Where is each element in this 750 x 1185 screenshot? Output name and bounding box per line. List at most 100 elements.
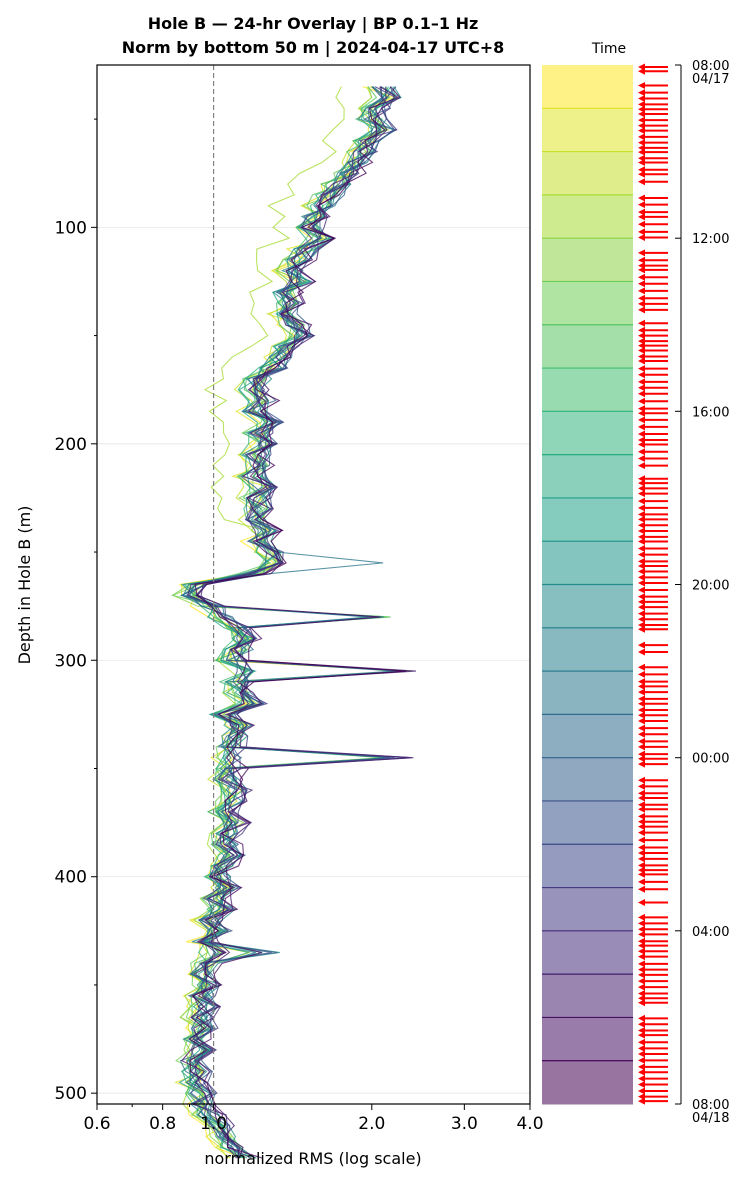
colorbar-band: [542, 108, 633, 153]
time-arrow-head: [638, 960, 645, 968]
time-arrow-head: [638, 454, 645, 462]
time-arrow-head: [638, 625, 645, 633]
time-arrows: [638, 63, 668, 1105]
time-arrow-head: [638, 208, 645, 216]
time-arrow-head: [638, 1020, 645, 1028]
colorbar-label: Time: [591, 41, 626, 57]
time-arrow-head: [638, 436, 645, 444]
time-arrow-head: [638, 641, 645, 649]
x-tick-label: 0.8: [149, 1114, 176, 1134]
y-tick-label: 200: [55, 435, 87, 455]
time-arrow-head: [638, 743, 645, 751]
time-arrow-head: [638, 755, 645, 763]
time-arrow-head: [638, 648, 645, 656]
colorbar-tick-label: 00:00: [692, 752, 729, 767]
time-arrow-head: [638, 829, 645, 837]
colorbar-band: [542, 930, 633, 975]
time-arrow-head: [638, 1093, 645, 1101]
time-arrow-head: [638, 122, 645, 130]
time-arrow-head: [638, 533, 645, 541]
time-arrow-head: [638, 1031, 645, 1039]
time-arrow-head: [638, 562, 645, 570]
colorbar-tick-label: 16:00: [692, 405, 729, 420]
time-arrow-head: [638, 899, 645, 907]
time-arrow-head: [638, 116, 645, 124]
colorbar-tick-label: 12:00: [692, 232, 729, 247]
time-arrow-head: [638, 551, 645, 559]
time-arrow-head: [638, 515, 645, 523]
time-arrow-head: [638, 999, 645, 1007]
series-line: [174, 86, 403, 1159]
time-arrow-head: [638, 337, 645, 345]
time-arrow-head: [638, 300, 645, 308]
time-arrow-head: [638, 110, 645, 118]
time-arrow-head: [638, 573, 645, 581]
time-arrow-head: [638, 782, 645, 790]
time-arrow-head: [638, 849, 645, 857]
time-arrow-head: [638, 1050, 645, 1058]
colorbar-tick-label: 08:00: [692, 1098, 729, 1113]
time-arrow-head: [638, 100, 645, 108]
time-arrow-head: [638, 977, 645, 985]
time-arrow-head: [638, 953, 645, 961]
time-arrow-head: [638, 794, 645, 802]
series-line: [190, 86, 412, 1159]
time-arrow-head: [638, 365, 645, 373]
time-arrow-head: [638, 1056, 645, 1064]
time-arrow-head: [638, 598, 645, 606]
time-arrow-head: [638, 603, 645, 611]
time-arrow-head: [638, 213, 645, 221]
time-arrow-head: [638, 521, 645, 529]
colorbar-tick-label: 20:00: [692, 579, 729, 594]
time-arrow-head: [638, 760, 645, 768]
time-arrow-head: [638, 538, 645, 546]
colorbar-band: [542, 757, 633, 802]
time-arrow-head: [638, 947, 645, 955]
colorbar-tick-sublabel: 04/18: [692, 1111, 729, 1126]
y-tick-label: 500: [55, 1084, 87, 1104]
time-arrow-head: [638, 688, 645, 696]
time-arrow-head: [638, 220, 645, 228]
x-tick-label: 4.0: [516, 1114, 543, 1134]
chart-title-line1: Hole B — 24-hr Overlay | BP 0.1–1 Hz: [148, 14, 479, 34]
time-arrow-head: [638, 700, 645, 708]
time-arrow-head: [638, 942, 645, 950]
time-arrow-head: [638, 287, 645, 295]
colorbar-band: [542, 281, 633, 326]
chart-title-line2: Norm by bottom 50 m | 2024-04-17 UTC+8: [122, 38, 505, 58]
time-arrow-head: [638, 266, 645, 274]
time-arrow-head: [638, 371, 645, 379]
time-arrow-head: [638, 504, 645, 512]
trace-group: [171, 86, 417, 1159]
colorbar-band: [542, 368, 633, 412]
time-arrow-head: [638, 148, 645, 156]
time-arrow-head: [638, 885, 645, 893]
x-tick-label: 0.6: [83, 1114, 110, 1134]
grid-lines: [97, 226, 530, 1094]
time-arrow-head: [638, 332, 645, 340]
time-arrow-head: [638, 353, 645, 361]
time-arrow-head: [638, 256, 645, 264]
time-arrow-head: [638, 919, 645, 927]
colorbar: [542, 65, 633, 1105]
time-arrow-head: [638, 1087, 645, 1095]
time-arrow-head: [638, 812, 645, 820]
time-arrow-head: [638, 724, 645, 732]
colorbar-band: [542, 800, 633, 845]
time-arrow-head: [638, 390, 645, 398]
time-arrow-head: [638, 105, 645, 113]
time-arrow-head: [638, 484, 645, 492]
time-arrow-head: [638, 1014, 645, 1022]
time-arrow-head: [638, 127, 645, 135]
time-arrow-head: [638, 294, 645, 302]
time-arrow-head: [638, 490, 645, 498]
colorbar-band: [542, 238, 633, 282]
time-arrow-head: [638, 273, 645, 281]
time-arrow-head: [638, 249, 645, 257]
time-arrow-head: [638, 966, 645, 974]
time-arrow-head: [638, 405, 645, 413]
time-arrow-head: [638, 166, 645, 174]
time-arrow-head: [638, 1075, 645, 1083]
y-tick-label: 400: [55, 868, 87, 888]
